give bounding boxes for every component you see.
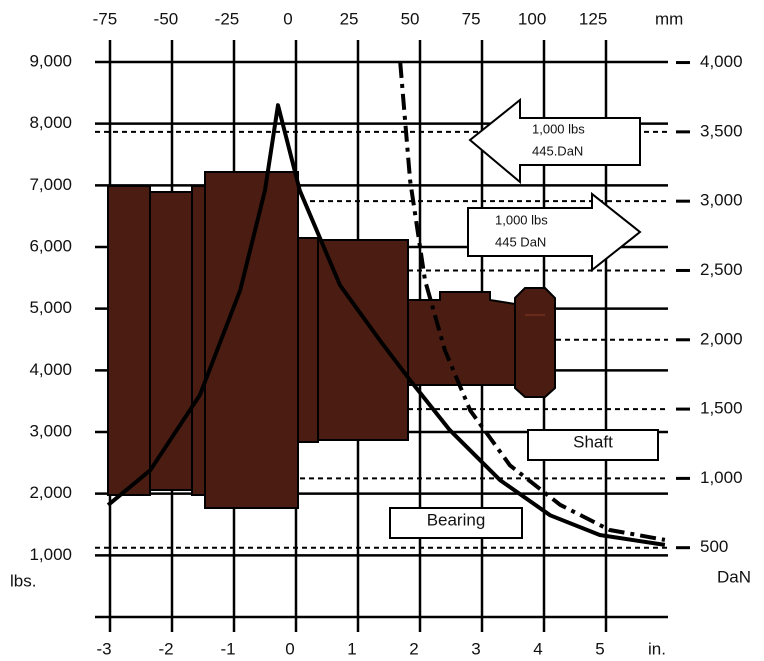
- x2-unit: mm: [655, 9, 683, 28]
- x2-tick-label: -50: [154, 9, 179, 28]
- y2-tick-label: 2,500: [700, 260, 743, 279]
- y-unit: lbs.: [10, 571, 36, 590]
- x-tick-label: 0: [285, 639, 294, 658]
- x-tick-label: -3: [96, 639, 111, 658]
- y-tick-label: 7,000: [29, 175, 72, 194]
- x-unit: in.: [648, 639, 666, 658]
- y2-tick-label: 3,500: [700, 121, 743, 140]
- x-tick-label: 1: [347, 639, 356, 658]
- x2-tick-label: 100: [518, 9, 546, 28]
- x2-tick-label: 25: [340, 9, 359, 28]
- y2-unit: DaN: [717, 567, 751, 586]
- force-arrow: [470, 100, 640, 182]
- y-tick-label: 1,000: [29, 545, 72, 564]
- x2-tick-label: -75: [93, 9, 118, 28]
- x2-tick-label: -25: [215, 9, 240, 28]
- x-tick-label: 2: [409, 639, 418, 658]
- y-tick-label: 8,000: [29, 113, 72, 132]
- x-tick-label: 3: [471, 639, 480, 658]
- arrow-label: 1,000 lbs: [532, 121, 585, 136]
- y2-tick-label: 1,000: [700, 468, 743, 487]
- x2-tick-label: 50: [401, 9, 420, 28]
- y-tick-label: 2,000: [29, 483, 72, 502]
- x-tick-label: 5: [595, 639, 604, 658]
- y2-tick-label: 4,000: [700, 52, 743, 71]
- y-tick-label: 9,000: [29, 51, 72, 70]
- x2-tick-label: 125: [579, 9, 607, 28]
- arrow-label: 445 DaN: [495, 234, 546, 249]
- y2-tick-label: 2,000: [700, 329, 743, 348]
- arrow-label: 1,000 lbs: [495, 212, 548, 227]
- x2-tick-label: 75: [462, 9, 481, 28]
- y-tick-label: 3,000: [29, 421, 72, 440]
- y2-tick-label: 500: [700, 537, 728, 556]
- chart: Bearing Shaft 1,000 lbs 445.DaN 1,000 lbs 445…: [0, 0, 764, 661]
- y2-tick-label: 3,000: [700, 191, 743, 210]
- y2-tick-label: 1,500: [700, 399, 743, 418]
- x-tick-label: -2: [158, 639, 173, 658]
- x2-tick-label: 0: [283, 9, 292, 28]
- y-tick-label: 5,000: [29, 298, 72, 317]
- arrow-label: 445.DaN: [532, 143, 583, 158]
- series-label: Shaft: [573, 432, 613, 451]
- force-arrow: [468, 194, 640, 270]
- x-tick-label: 4: [533, 639, 542, 658]
- x-tick-label: -1: [220, 639, 235, 658]
- series-label: Bearing: [427, 510, 486, 529]
- y-tick-label: 6,000: [29, 236, 72, 255]
- y-tick-label: 4,000: [29, 360, 72, 379]
